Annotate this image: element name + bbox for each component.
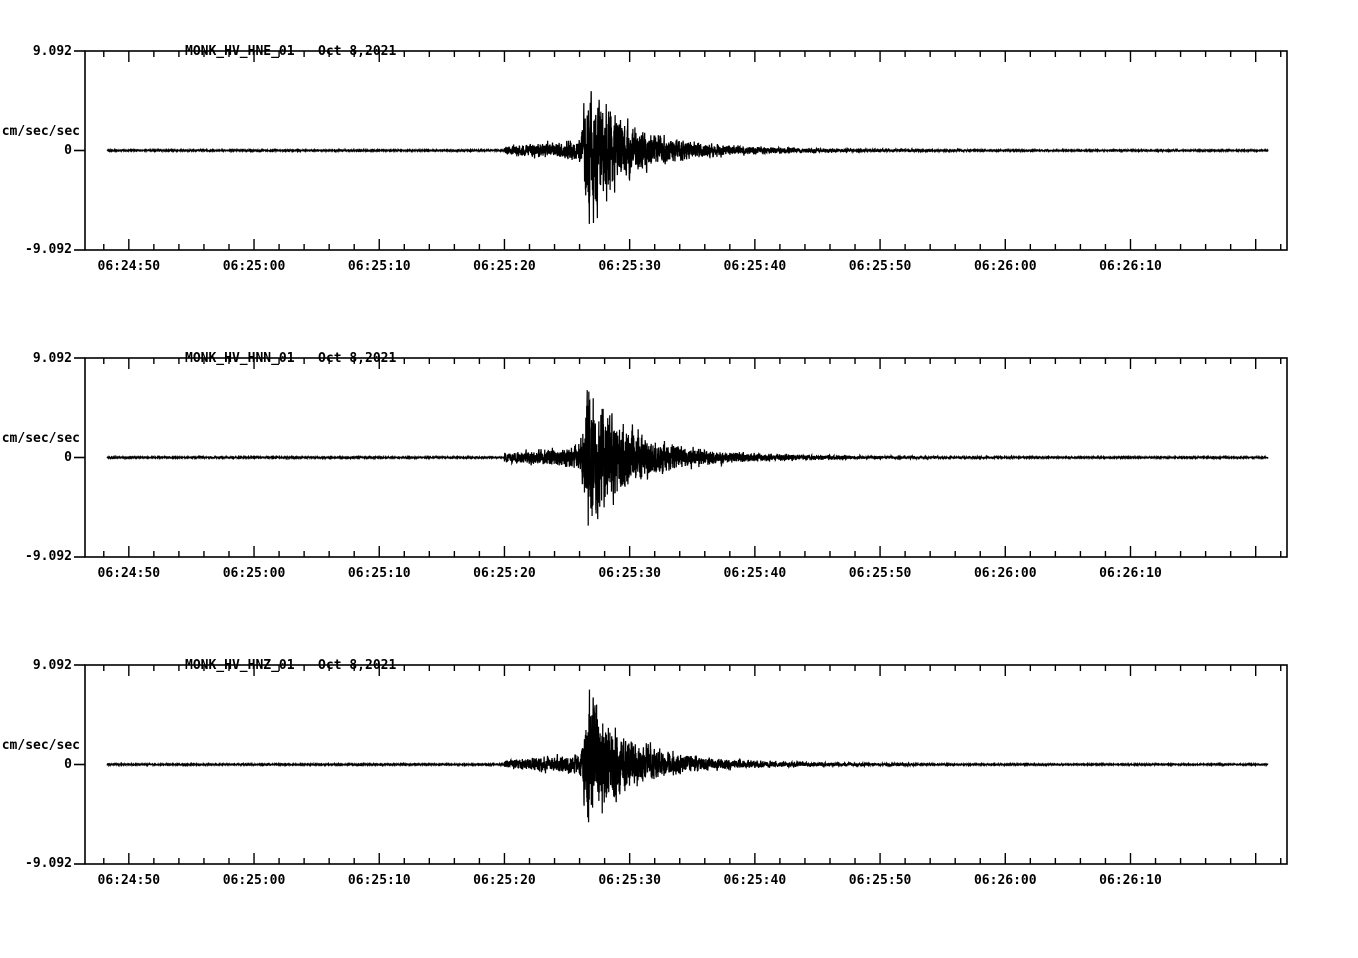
y-zero-label-hnz: 0 (64, 757, 72, 772)
x-tick-label: 06:24:50 (97, 873, 161, 888)
x-tick-label: 06:26:10 (1099, 259, 1162, 274)
x-tick-label: 06:24:50 (97, 566, 161, 581)
x-tick-label: 06:25:50 (848, 566, 912, 581)
x-tick-label: 06:25:00 (222, 259, 286, 274)
x-tick-label: 06:26:00 (973, 873, 1037, 888)
seismogram-panel-hnn: MONK_HV_HNN_01 Oct 8,2021 9.092 cm/sec/s… (0, 351, 1358, 651)
y-max-label-hne: 9.092 (32, 44, 72, 59)
x-tick-label: 06:26:00 (973, 566, 1037, 581)
x-tick-label: 06:25:20 (473, 873, 536, 888)
x-tick-label: 06:25:40 (723, 566, 787, 581)
y-axis-unit-label-hnn: cm/sec/sec (1, 431, 80, 446)
y-zero-label-hne: 0 (64, 143, 72, 158)
x-tick-label: 06:25:40 (723, 259, 787, 274)
x-tick-label: 06:25:30 (598, 259, 661, 274)
x-tick-label: 06:25:30 (598, 873, 661, 888)
x-tick-label: 06:26:10 (1099, 873, 1162, 888)
x-tick-label: 06:26:10 (1099, 566, 1162, 581)
waveform-plot-hnz (74, 664, 1288, 865)
x-tick-label: 06:25:00 (222, 566, 286, 581)
seismogram-figure: MONK_HV_HNE_01 Oct 8,2021 9.092 cm/sec/s… (0, 44, 1358, 888)
waveform-plot-hnn (74, 357, 1288, 558)
x-tick-label: 06:25:00 (222, 873, 286, 888)
y-zero-label-hnn: 0 (64, 450, 72, 465)
y-min-label-hnn: -9.092 (25, 549, 72, 564)
y-max-label-hnz: 9.092 (32, 658, 72, 673)
seismogram-panel-hnz: MONK_HV_HNZ_01 Oct 8,2021 9.092 cm/sec/s… (0, 658, 1358, 958)
x-tick-label: 06:25:20 (473, 259, 536, 274)
y-min-label-hne: -9.092 (25, 242, 72, 257)
waveform-plot-hne (74, 50, 1288, 251)
seismogram-panel-hne: MONK_HV_HNE_01 Oct 8,2021 9.092 cm/sec/s… (0, 44, 1358, 344)
x-tick-label: 06:24:50 (97, 259, 161, 274)
x-tick-label: 06:25:50 (848, 259, 912, 274)
x-tick-label: 06:25:30 (598, 566, 661, 581)
x-tick-label: 06:25:10 (347, 259, 411, 274)
y-axis-unit-label-hnz: cm/sec/sec (1, 738, 80, 753)
x-tick-label: 06:25:40 (723, 873, 787, 888)
x-tick-label: 06:25:10 (347, 873, 411, 888)
x-tick-label: 06:25:50 (848, 873, 912, 888)
y-max-label-hnn: 9.092 (32, 351, 72, 366)
x-tick-label: 06:26:00 (973, 259, 1037, 274)
x-tick-label: 06:25:20 (473, 566, 536, 581)
y-axis-unit-label-hne: cm/sec/sec (1, 124, 80, 139)
y-min-label-hnz: -9.092 (25, 856, 72, 871)
x-tick-label: 06:25:10 (347, 566, 411, 581)
